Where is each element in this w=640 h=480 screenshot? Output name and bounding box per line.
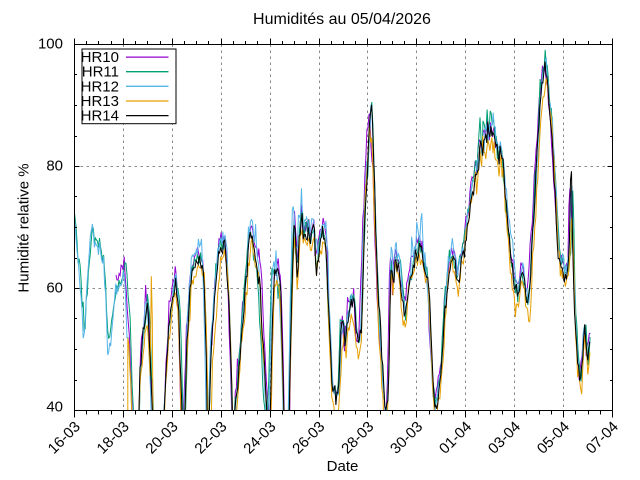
svg-text:80: 80 [46,157,63,174]
svg-text:Humidité relative %: Humidité relative % [16,163,33,292]
svg-text:HR11: HR11 [82,64,119,81]
svg-text:60: 60 [46,279,63,296]
svg-text:HR14: HR14 [81,108,119,125]
svg-text:Date: Date [327,458,359,475]
svg-text:HR12: HR12 [81,78,119,95]
svg-text:100: 100 [38,36,63,53]
svg-text:Humidités au 05/04/2026: Humidités au 05/04/2026 [253,11,431,28]
svg-text:40: 40 [46,398,63,415]
svg-text:HR13: HR13 [81,93,119,110]
svg-text:HR10: HR10 [81,49,119,66]
